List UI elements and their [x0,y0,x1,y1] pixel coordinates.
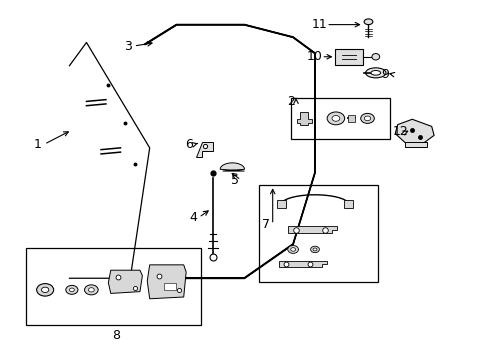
Ellipse shape [360,113,373,123]
Polygon shape [347,115,354,122]
Ellipse shape [287,246,298,253]
Bar [290,98,389,139]
Polygon shape [394,119,433,144]
Polygon shape [108,270,142,293]
Text: 9: 9 [381,68,388,81]
Polygon shape [276,201,285,207]
Ellipse shape [370,71,380,75]
Text: 3: 3 [123,40,131,53]
Polygon shape [404,143,426,147]
Ellipse shape [365,68,385,78]
Ellipse shape [371,54,379,60]
Ellipse shape [312,248,316,251]
Bar [259,185,377,282]
Ellipse shape [331,116,339,121]
Polygon shape [296,112,311,125]
Ellipse shape [364,116,370,121]
Polygon shape [220,163,244,171]
Polygon shape [196,143,212,157]
Polygon shape [278,261,326,267]
Text: 5: 5 [230,174,238,186]
Ellipse shape [84,285,98,295]
Text: 11: 11 [311,18,327,31]
Text: 1: 1 [34,138,41,151]
Text: 10: 10 [306,50,322,63]
Text: 8: 8 [111,329,120,342]
Text: 4: 4 [189,211,197,224]
Ellipse shape [88,288,94,292]
Text: 12: 12 [391,125,407,138]
Ellipse shape [41,287,49,293]
Polygon shape [164,283,176,290]
Polygon shape [343,201,353,207]
Text: 6: 6 [184,138,192,151]
Ellipse shape [290,248,295,251]
Polygon shape [287,226,336,233]
Ellipse shape [326,112,344,125]
Bar [335,49,362,64]
Ellipse shape [37,284,54,296]
Bar [26,248,201,325]
Text: 7: 7 [262,218,270,231]
Ellipse shape [364,19,372,24]
Ellipse shape [310,246,319,253]
Polygon shape [147,265,186,299]
Ellipse shape [69,288,74,292]
Ellipse shape [66,285,78,294]
Text: 2: 2 [286,95,294,108]
